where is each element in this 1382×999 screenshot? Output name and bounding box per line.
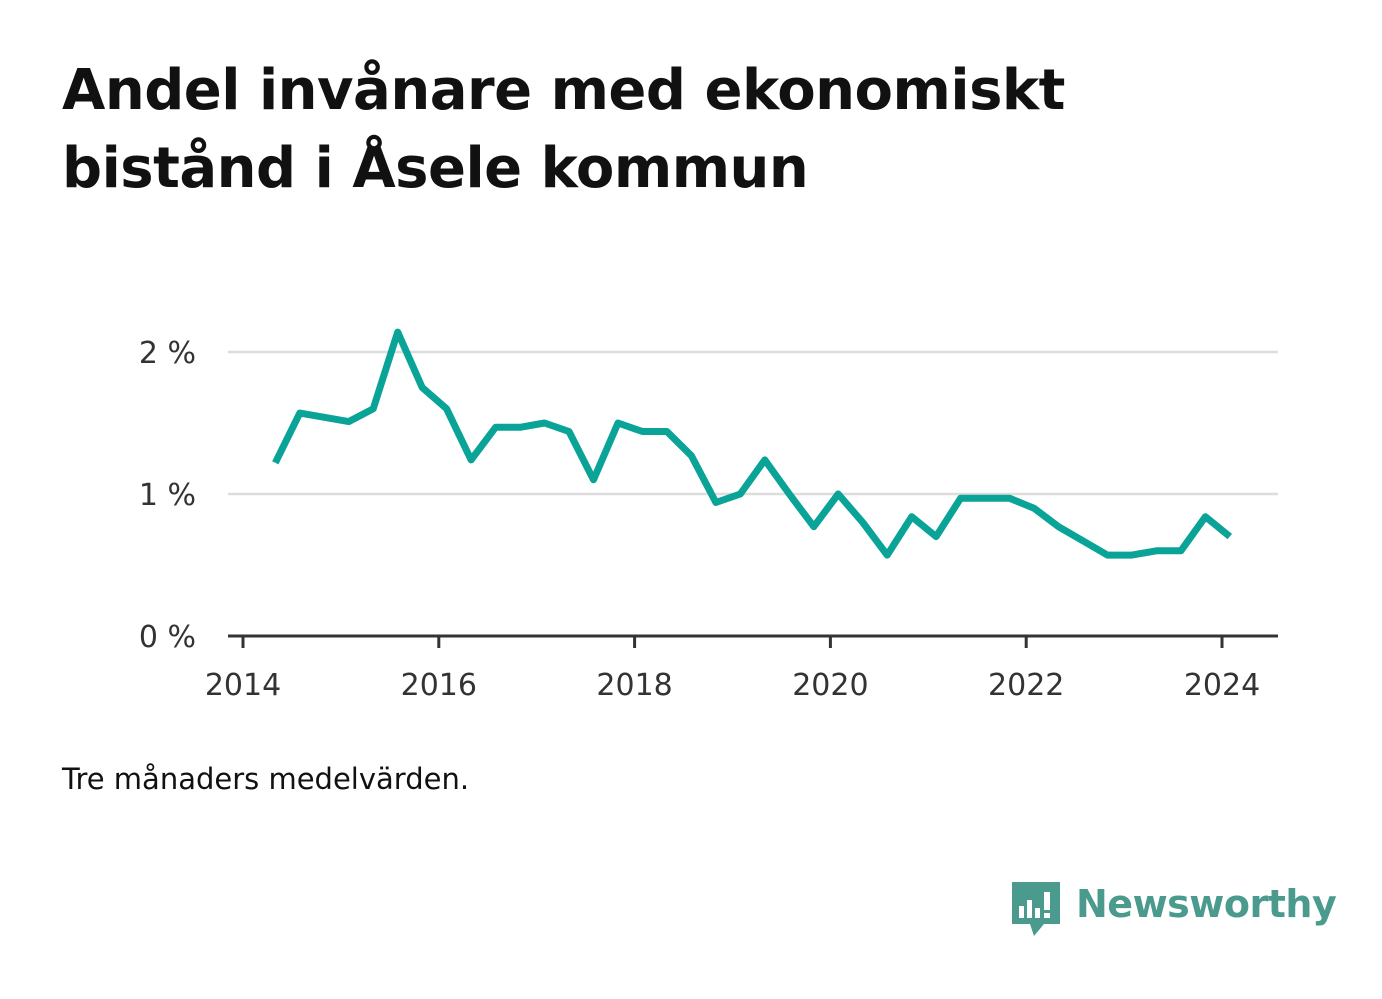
brand-name: Newsworthy <box>1076 882 1337 926</box>
x-tick-label: 2016 <box>401 668 477 703</box>
x-tick-label: 2018 <box>596 668 672 703</box>
newsworthy-logo-icon <box>1012 882 1060 936</box>
x-tick-labels: 2014 2016 2018 2020 2022 2024 <box>205 668 1260 703</box>
x-tick-label: 2020 <box>792 668 868 703</box>
chart-title: Andel invånare med ekonomiskt bistånd i … <box>62 58 1065 201</box>
newsworthy-logo[interactable]: Newsworthy <box>1010 880 1337 940</box>
x-tick-label: 2022 <box>988 668 1064 703</box>
chart-note: Tre månaders medelvärden. <box>62 762 470 796</box>
y-tick-label: 0 % <box>139 620 196 655</box>
y-tick-label: 2 % <box>139 336 196 371</box>
data-series <box>272 328 1233 559</box>
x-tick-label: 2024 <box>1184 668 1260 703</box>
x-axis <box>228 634 1278 648</box>
y-tick-labels: 0 % 1 % 2 % <box>139 336 196 655</box>
x-tick-label: 2014 <box>205 668 281 703</box>
series-line <box>272 328 1233 559</box>
y-tick-label: 1 % <box>139 478 196 513</box>
